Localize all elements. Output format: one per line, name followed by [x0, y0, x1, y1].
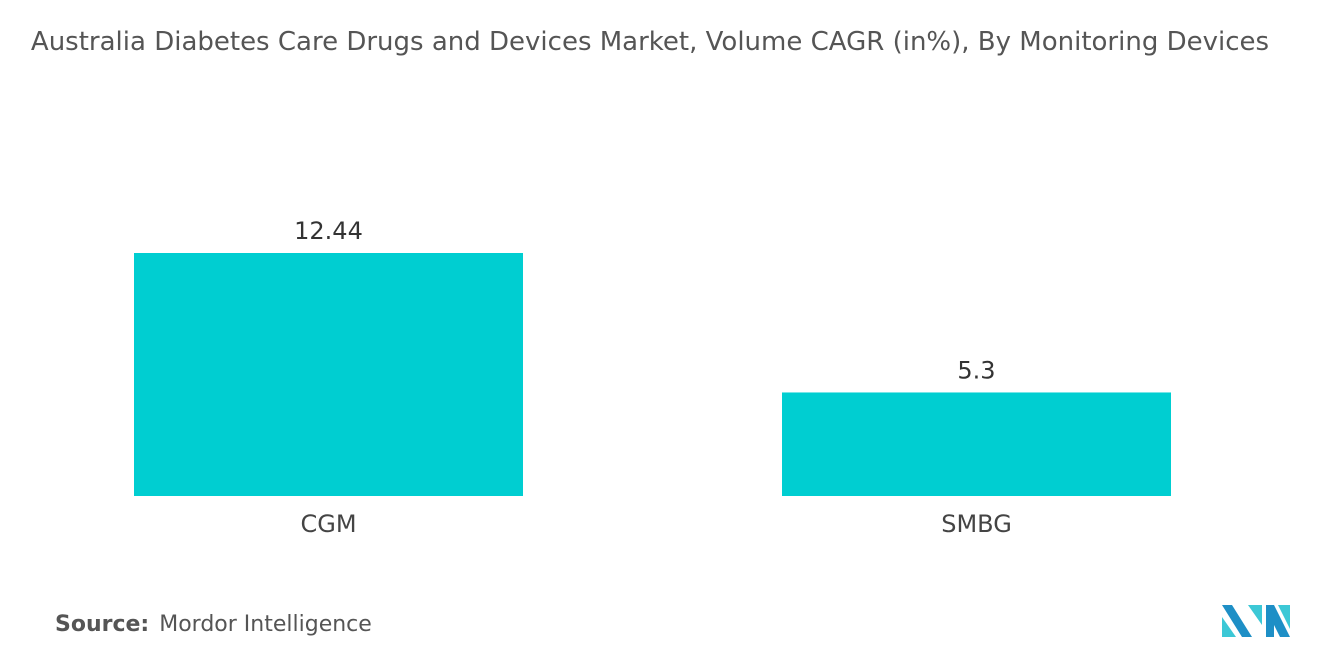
bar-chart: 12.44 CGM 5.3 SMBG: [134, 217, 1171, 538]
data-label: 5.3: [957, 356, 995, 384]
bar-cgm: [134, 253, 523, 496]
source-text: Mordor Intelligence: [159, 612, 372, 637]
chart-title: Australia Diabetes Care Drugs and Device…: [30, 27, 1270, 57]
x-tick-label: SMBG: [941, 510, 1012, 538]
source-note: Source: Mordor Intelligence: [55, 612, 372, 637]
x-tick-label: CGM: [300, 510, 356, 538]
mordor-intelligence-logo: [1222, 605, 1290, 637]
bar-smbg: [782, 392, 1171, 496]
data-label: 12.44: [294, 217, 363, 245]
source-label: Source:: [55, 612, 150, 637]
